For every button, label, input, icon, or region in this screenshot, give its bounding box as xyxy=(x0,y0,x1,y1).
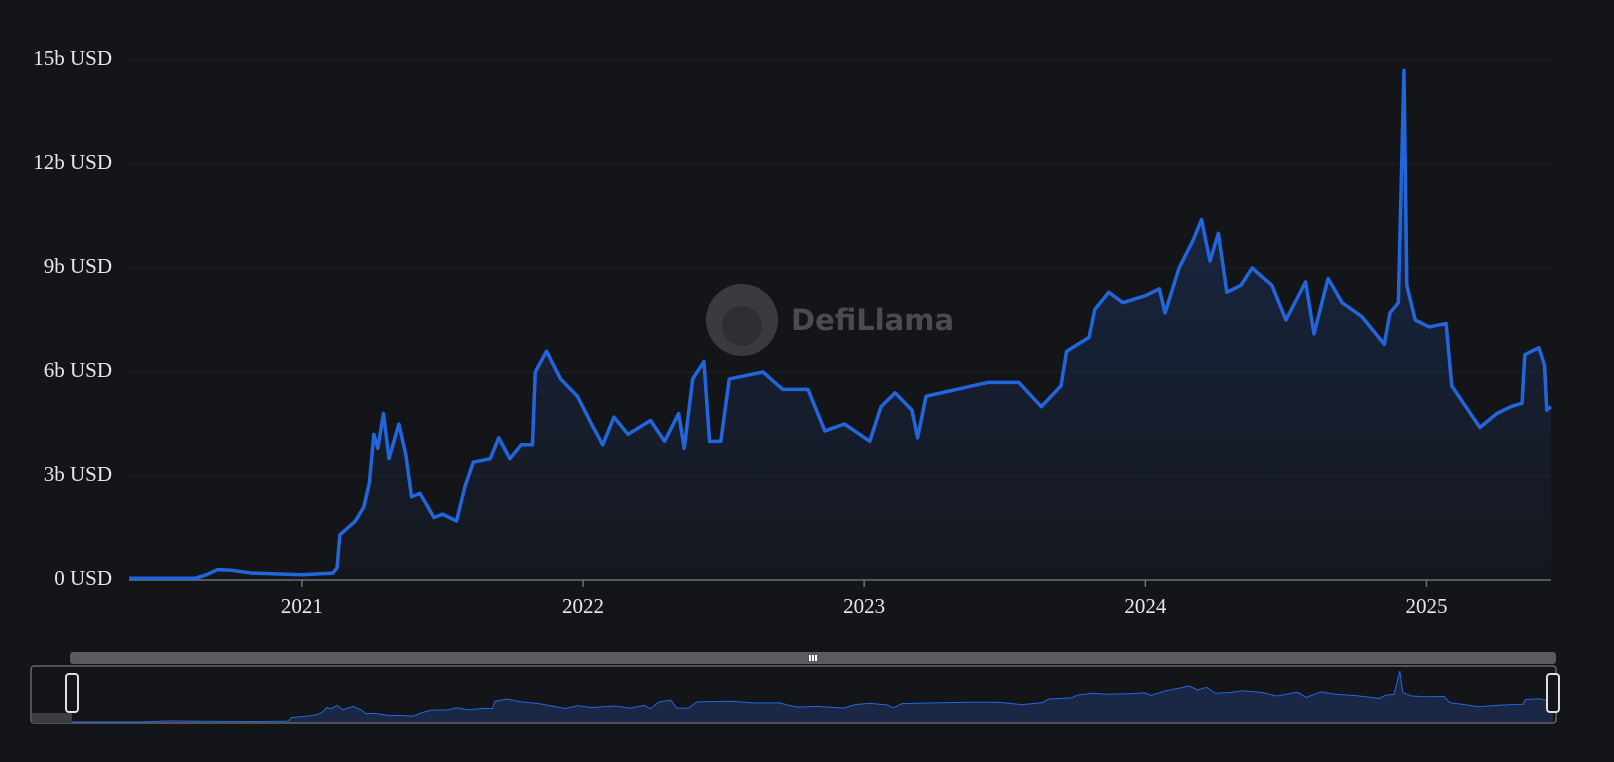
x-tick-label: 2024 xyxy=(1124,594,1167,618)
slider-grip xyxy=(809,655,811,661)
mini-line xyxy=(72,670,1554,723)
line xyxy=(129,68,1553,581)
x-tick-label: 2021 xyxy=(281,594,323,618)
y-tick-label: 0 USD xyxy=(54,566,112,590)
slider-handle-right[interactable] xyxy=(1546,673,1560,713)
slider-outside xyxy=(32,713,72,723)
x-tick-label: 2023 xyxy=(843,594,885,618)
slider-grip xyxy=(815,655,817,661)
y-tick-label: 12b USD xyxy=(33,150,112,174)
slider-handle-left[interactable] xyxy=(65,673,79,713)
mini-chart xyxy=(72,670,1554,723)
x-tick-label: 2025 xyxy=(1405,594,1447,618)
plot-area: 0 USD 3b USD 6b USD 9b USD 12b USD 15b USD 202… xyxy=(33,46,1553,618)
y-tick-label: 9b USD xyxy=(44,254,112,278)
mini-area xyxy=(72,671,1553,722)
y-tick-label: 3b USD xyxy=(44,462,112,486)
watermark-text: DefiLlama xyxy=(791,303,954,337)
slider-grip xyxy=(812,655,814,661)
watermark-logo-inner xyxy=(722,306,762,346)
y-tick-label: 15b USD xyxy=(33,46,112,70)
x-tick-label: 2022 xyxy=(562,594,604,618)
y-tick-label: 6b USD xyxy=(44,358,112,382)
range-slider[interactable] xyxy=(30,652,1560,724)
watermark: DefiLlama xyxy=(706,284,954,356)
area xyxy=(129,70,1551,581)
